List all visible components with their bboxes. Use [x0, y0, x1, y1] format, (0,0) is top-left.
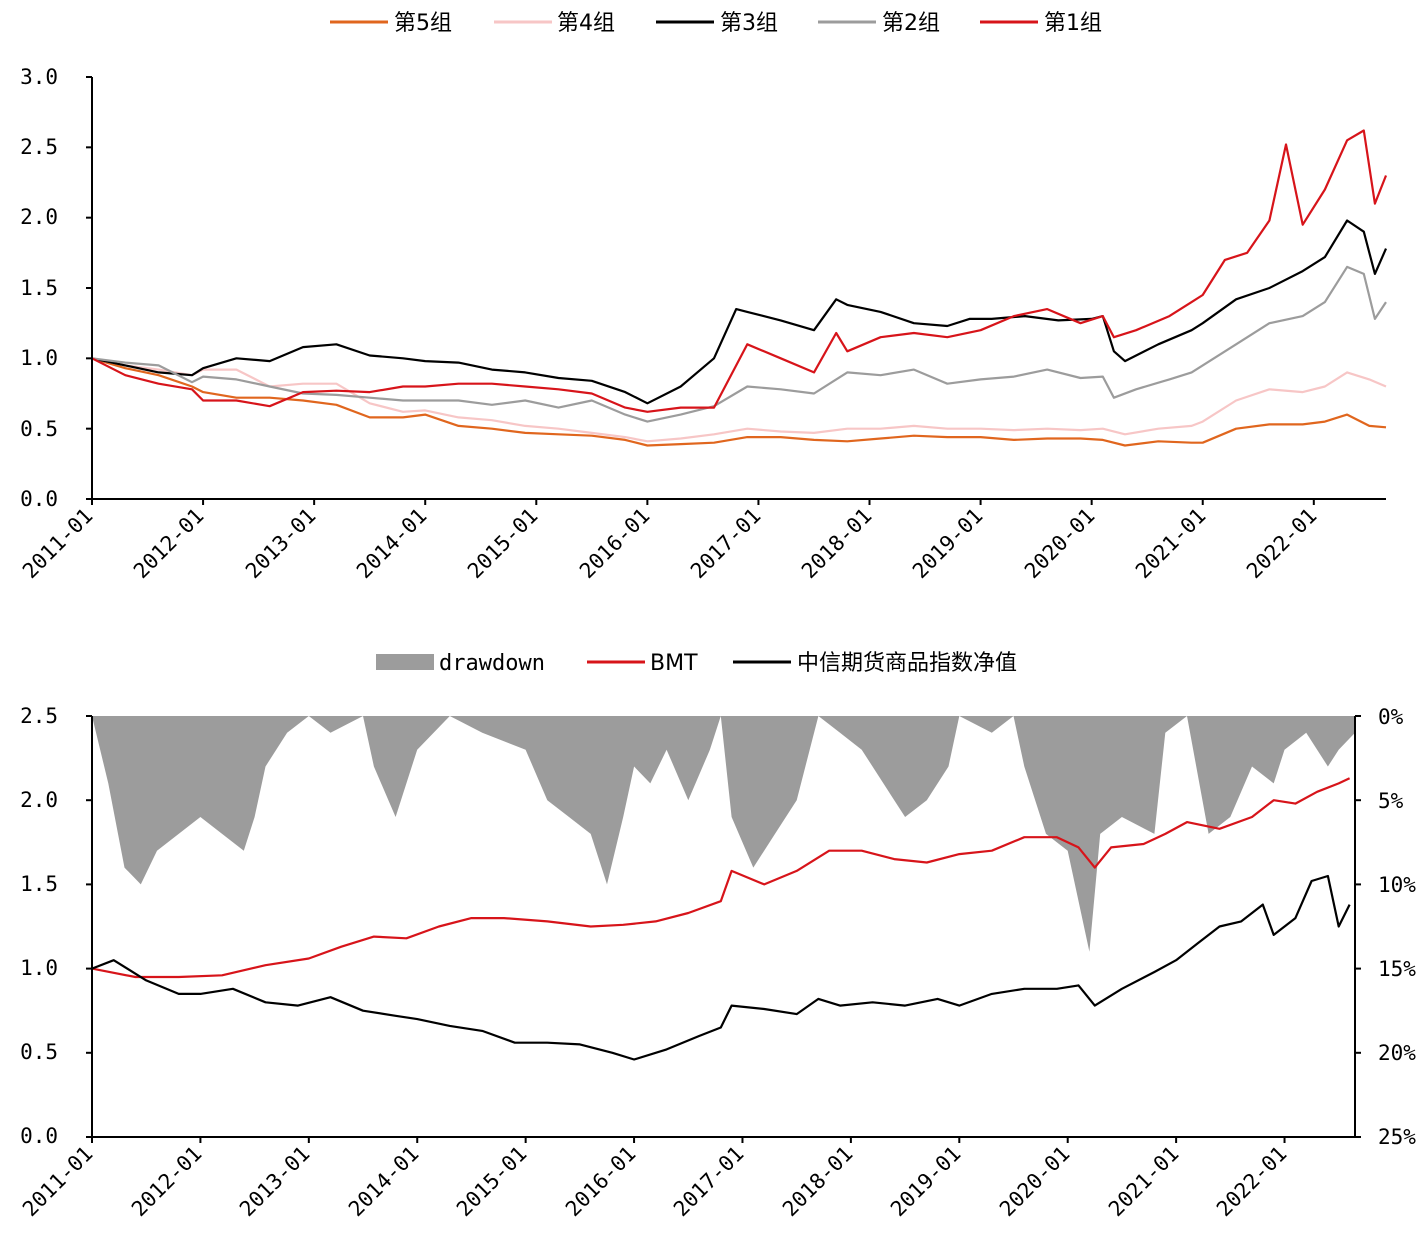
bottom-x-tick: 2019-01	[886, 1142, 966, 1222]
bottom-x-tick: 2012-01	[127, 1142, 207, 1222]
bottom-y-ticks: 2.5 2.0 1.5 1.0 0.5 0.0	[20, 704, 58, 1148]
bottom-y2-tick: 0%	[1378, 705, 1404, 729]
top-x-tick: 2021-01	[1131, 504, 1211, 584]
bottom-x-tick: 2011-01	[18, 1142, 98, 1222]
bottom-y-tick: 1.5	[20, 872, 58, 896]
top-series-group	[91, 129, 1388, 447]
legend-label-citic-index: 中信期货商品指数净值	[797, 651, 1017, 676]
top-y-tick: 2.5	[20, 135, 58, 159]
top-axis-tick-marks	[86, 76, 1315, 505]
series-line-group4	[91, 357, 1387, 443]
legend-label-bmt: BMT	[650, 651, 698, 676]
top-x-tick: 2017-01	[686, 504, 766, 584]
top-y-tick: 1.0	[20, 346, 58, 370]
series-line-citic-index	[91, 874, 1351, 1061]
top-plot	[86, 76, 1388, 505]
top-x-tick: 2020-01	[1020, 504, 1100, 584]
bottom-x-tick: 2014-01	[344, 1142, 424, 1222]
bottom-plot	[86, 715, 1361, 1143]
top-x-tick: 2016-01	[575, 504, 655, 584]
series-line-group1	[91, 129, 1388, 413]
bottom-y2-tick: 5%	[1378, 789, 1404, 813]
bottom-x-tick: 2013-01	[235, 1142, 315, 1222]
bottom-y2-tick: 15%	[1378, 957, 1416, 981]
bottom-y2-ticks: 0% 5% 10% 15% 20% 25%	[1378, 705, 1416, 1149]
legend-label-g5: 第5组	[394, 11, 452, 36]
top-y-tick: 3.0	[20, 65, 58, 89]
series-line-group2	[91, 265, 1387, 423]
bottom-y-tick: 1.0	[20, 956, 58, 980]
bottom-legend: drawdown BMT 中信期货商品指数净值	[376, 651, 1017, 676]
bottom-y2-tick: 10%	[1378, 873, 1416, 897]
bottom-y2-tick: 20%	[1378, 1041, 1416, 1065]
top-x-tick: 2022-01	[1242, 504, 1322, 584]
bottom-series-group	[91, 716, 1355, 1061]
bottom-y-tick: 2.5	[20, 704, 58, 728]
top-y-tick: 2.0	[20, 205, 58, 229]
series-line-group5	[91, 357, 1387, 447]
bottom-y-tick: 0.5	[20, 1040, 58, 1064]
bottom-x-tick: 2015-01	[452, 1142, 532, 1222]
bottom-x-tick: 2016-01	[561, 1142, 641, 1222]
top-x-ticks: 2011-01 2012-01 2013-01 2014-01 2015-01 …	[18, 504, 1322, 584]
series-area-drawdown	[92, 716, 1355, 952]
series-line-bmt	[91, 777, 1351, 979]
legend-swatch-drawdown	[376, 654, 434, 670]
top-x-tick: 2019-01	[908, 504, 988, 584]
top-x-tick: 2011-01	[18, 504, 98, 584]
bottom-x-tick: 2021-01	[1104, 1142, 1184, 1222]
series-line-group3	[91, 219, 1388, 405]
top-y-tick: 0.0	[20, 487, 58, 511]
top-y-tick: 1.5	[20, 276, 58, 300]
legend-label-g4: 第4组	[557, 11, 615, 36]
legend-label-g1: 第1组	[1044, 11, 1102, 36]
top-x-tick: 2015-01	[463, 504, 543, 584]
bottom-y2-tick: 25%	[1378, 1125, 1416, 1149]
legend-label-g3: 第3组	[720, 11, 778, 36]
top-legend: 第5组 第4组 第3组 第2组 第1组	[330, 11, 1102, 36]
top-x-tick: 2012-01	[129, 504, 209, 584]
bottom-x-tick: 2020-01	[995, 1142, 1075, 1222]
bottom-x-ticks: 2011-01 2012-01 2013-01 2014-01 2015-01 …	[18, 1142, 1292, 1222]
bottom-x-tick: 2018-01	[778, 1142, 858, 1222]
bottom-y-tick: 0.0	[20, 1124, 58, 1148]
legend-label-g2: 第2组	[882, 11, 940, 36]
bottom-x-tick: 2017-01	[669, 1142, 749, 1222]
bottom-x-tick: 2022-01	[1212, 1142, 1292, 1222]
top-x-tick: 2013-01	[241, 504, 321, 584]
top-x-tick: 2018-01	[797, 504, 877, 584]
top-y-tick: 0.5	[20, 417, 58, 441]
top-y-ticks: 3.0 2.5 2.0 1.5 1.0 0.5 0.0	[20, 65, 58, 511]
top-x-tick: 2014-01	[352, 504, 432, 584]
bottom-y-tick: 2.0	[20, 788, 58, 812]
legend-label-drawdown: drawdown	[439, 651, 545, 676]
bottom-axis-tick-marks	[86, 715, 1361, 1143]
